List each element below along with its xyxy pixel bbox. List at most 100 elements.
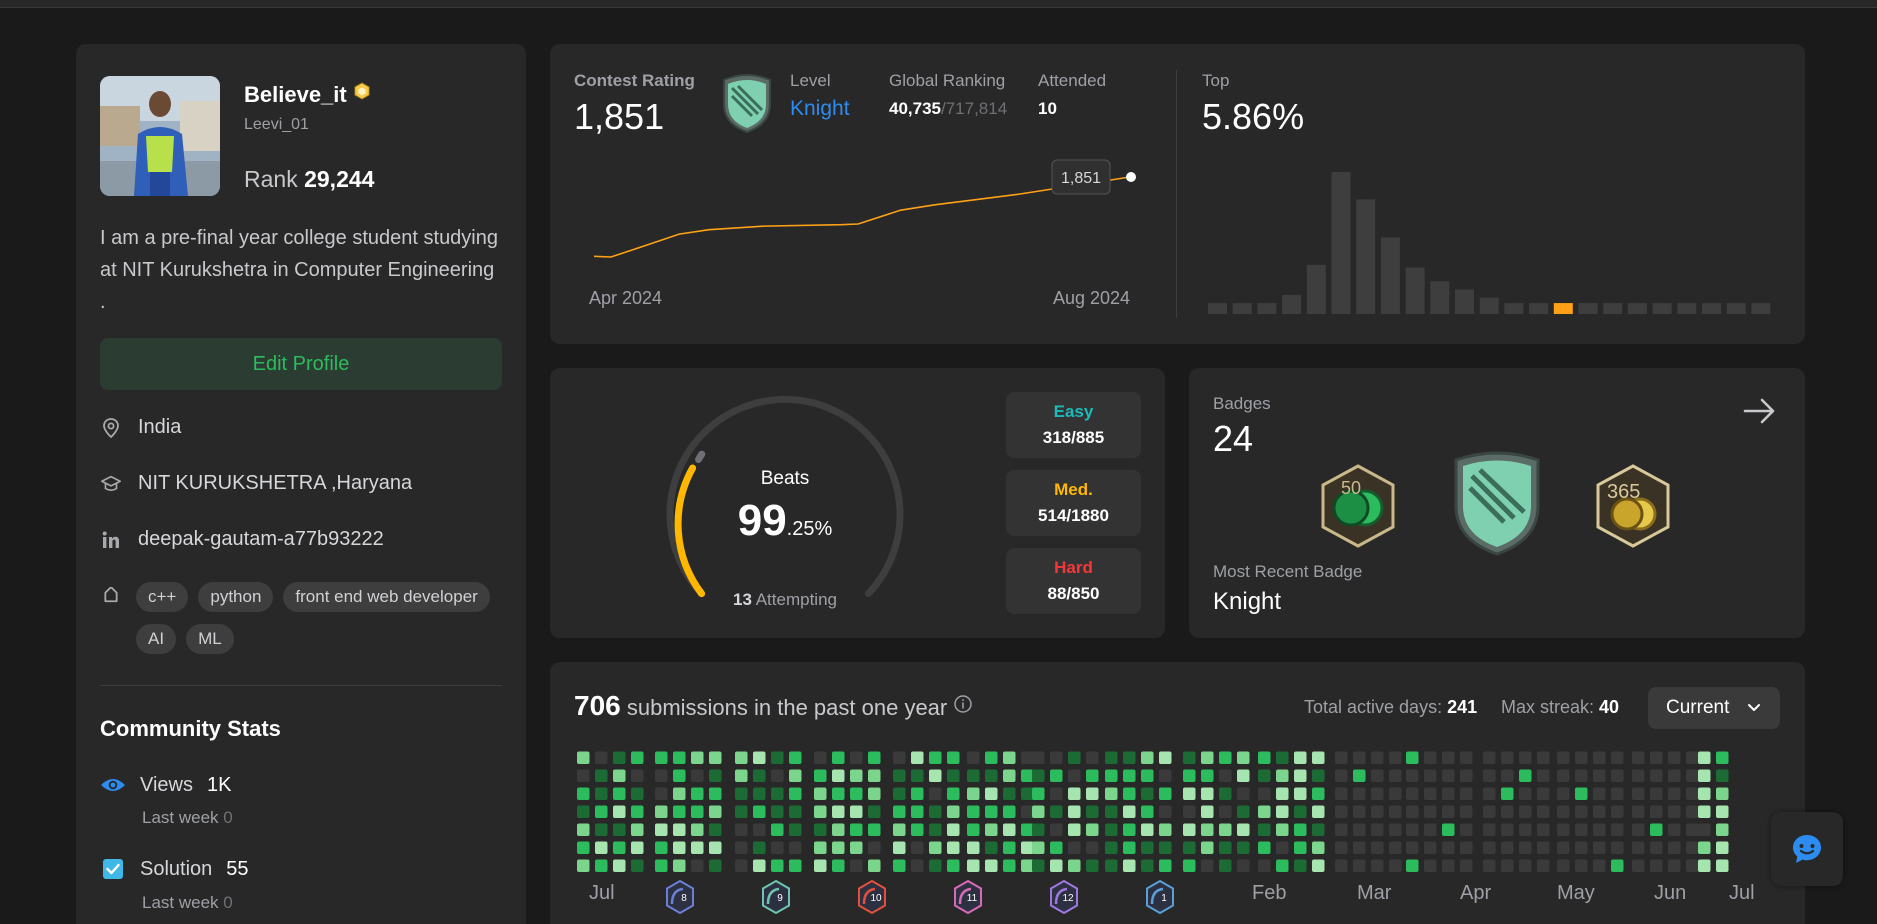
heatmap-cell bbox=[1276, 841, 1289, 854]
info-icon[interactable] bbox=[953, 694, 973, 714]
heatmap-cell bbox=[1123, 805, 1136, 818]
heatmap-cell bbox=[1335, 805, 1348, 818]
heatmap-cell bbox=[911, 805, 924, 818]
year-dropdown[interactable]: Current bbox=[1648, 687, 1780, 729]
arrow-right-icon[interactable] bbox=[1743, 396, 1777, 426]
badges-label: Badges bbox=[1213, 394, 1271, 413]
easy-value: 318/885 bbox=[1042, 428, 1105, 447]
heatmap-cell bbox=[691, 787, 704, 800]
hard-box[interactable]: Hard 88/850 bbox=[1006, 548, 1141, 614]
heatmap-cell bbox=[1159, 823, 1172, 836]
badge-arc bbox=[1150, 887, 1164, 905]
rating-distribution-chart[interactable] bbox=[550, 44, 1805, 344]
avatar[interactable] bbox=[100, 76, 220, 196]
medium-box[interactable]: Med. 514/1880 bbox=[1006, 470, 1141, 536]
beats-gauge[interactable] bbox=[660, 396, 910, 626]
skill-tag[interactable]: front end web developer bbox=[283, 582, 490, 612]
monthly-badge-icon[interactable]: 1 bbox=[1145, 880, 1175, 914]
level-value[interactable]: Knight bbox=[790, 97, 850, 120]
heatmap-cell bbox=[1650, 823, 1663, 836]
heatmap-cell bbox=[947, 769, 960, 782]
heatmap-cell bbox=[1021, 859, 1034, 872]
edit-profile-button[interactable]: Edit Profile bbox=[100, 338, 502, 390]
heatmap-cell bbox=[832, 805, 845, 818]
easy-box[interactable]: Easy 318/885 bbox=[1006, 392, 1141, 458]
heatmap-cell bbox=[1611, 841, 1624, 854]
heatmap-cell bbox=[1483, 841, 1496, 854]
heatmap-cell bbox=[1406, 823, 1419, 836]
chat-feedback-button[interactable] bbox=[1771, 812, 1843, 886]
monthly-badge-icon[interactable]: 9 bbox=[761, 880, 791, 914]
beats-int: 99 bbox=[737, 496, 787, 545]
skill-tag[interactable]: python bbox=[198, 582, 274, 612]
distribution-bar bbox=[1702, 303, 1721, 314]
heatmap-cell bbox=[1141, 769, 1154, 782]
svg-text:365: 365 bbox=[1607, 481, 1640, 503]
heatmap-cell bbox=[832, 787, 845, 800]
heatmap-cell bbox=[1159, 769, 1172, 782]
attended-label: Attended bbox=[1038, 71, 1107, 90]
heatmap-cell bbox=[1519, 823, 1532, 836]
badge-hexagon bbox=[666, 880, 694, 914]
linkedin-row[interactable]: deepak-gautam-a77b93222 bbox=[100, 528, 384, 551]
skill-tag[interactable]: AI bbox=[136, 624, 177, 654]
heatmap-cell bbox=[655, 823, 668, 836]
heatmap-cell bbox=[631, 769, 644, 782]
school-row: NIT KURUKSHETRA ,Haryana bbox=[100, 472, 412, 495]
heatmap-cell bbox=[735, 823, 748, 836]
badge-number: 11 bbox=[967, 893, 978, 904]
distribution-bar bbox=[1726, 303, 1746, 314]
heatmap-cell bbox=[1201, 787, 1214, 800]
heatmap-cell bbox=[735, 751, 748, 764]
monthly-badge-icon[interactable]: 11 bbox=[953, 880, 983, 914]
distribution-bar bbox=[1232, 303, 1252, 314]
heatmap-cell bbox=[789, 787, 802, 800]
monthly-badge-icon[interactable]: 12 bbox=[1049, 880, 1079, 914]
heatmap-cell bbox=[1371, 841, 1384, 854]
heatmap-cell bbox=[1575, 769, 1588, 782]
profile-card: Believe_it Leevi_01 Rank 29,244 I am a p… bbox=[76, 44, 526, 924]
heatmap-cell bbox=[947, 841, 960, 854]
heatmap-cell bbox=[1483, 787, 1496, 800]
heatmap-cell bbox=[1406, 787, 1419, 800]
badge-hexagon bbox=[1146, 880, 1174, 914]
heatmap-cell bbox=[967, 805, 980, 818]
active-days-value: 241 bbox=[1447, 697, 1478, 717]
heatmap-cell bbox=[1068, 787, 1081, 800]
heatmap-cell bbox=[1519, 751, 1532, 764]
heatmap-cell bbox=[1632, 787, 1645, 800]
level-label: Level bbox=[790, 71, 831, 90]
heatmap-cell bbox=[1032, 769, 1045, 782]
heatmap-cell bbox=[1159, 841, 1172, 854]
heatmap-cell bbox=[1335, 751, 1348, 764]
heatmap-cell bbox=[985, 841, 998, 854]
monthly-badge-icon[interactable]: 10 bbox=[857, 880, 887, 914]
linkedin-text[interactable]: deepak-gautam-a77b93222 bbox=[138, 528, 384, 550]
heatmap-cell bbox=[1258, 823, 1271, 836]
monthly-badge-icon[interactable]: 8 bbox=[665, 880, 695, 914]
rating-line-chart[interactable]: 1,851 bbox=[550, 44, 1170, 344]
heatmap-cell bbox=[1519, 769, 1532, 782]
heatmap-cell bbox=[1086, 751, 1099, 764]
heatmap-cell bbox=[1442, 823, 1455, 836]
knight-badge-large-icon[interactable] bbox=[1448, 450, 1546, 558]
heatmap-cell bbox=[1201, 841, 1214, 854]
heatmap-cell bbox=[1519, 787, 1532, 800]
heatmap-cell bbox=[1276, 859, 1289, 872]
heatmap-cell bbox=[789, 859, 802, 872]
heatmap-cell bbox=[1237, 823, 1250, 836]
heatmap-cell bbox=[1159, 859, 1172, 872]
skill-tag[interactable]: ML bbox=[186, 624, 234, 654]
attempting-label: Attempting bbox=[755, 590, 837, 609]
chart-x-end: Aug 2024 bbox=[1053, 288, 1131, 308]
heatmap-cell bbox=[814, 751, 827, 764]
50-days-badge-icon[interactable]: 50 bbox=[1319, 464, 1397, 548]
heatmap-cell bbox=[814, 805, 827, 818]
365-days-badge-icon[interactable]: 365 bbox=[1594, 464, 1672, 548]
heatmap-cell bbox=[1406, 841, 1419, 854]
heatmap-cell bbox=[1593, 805, 1606, 818]
submission-heatmap[interactable] bbox=[550, 662, 1805, 924]
heatmap-cell bbox=[985, 769, 998, 782]
skill-tag[interactable]: c++ bbox=[136, 582, 189, 612]
heatmap-cell bbox=[1294, 841, 1307, 854]
